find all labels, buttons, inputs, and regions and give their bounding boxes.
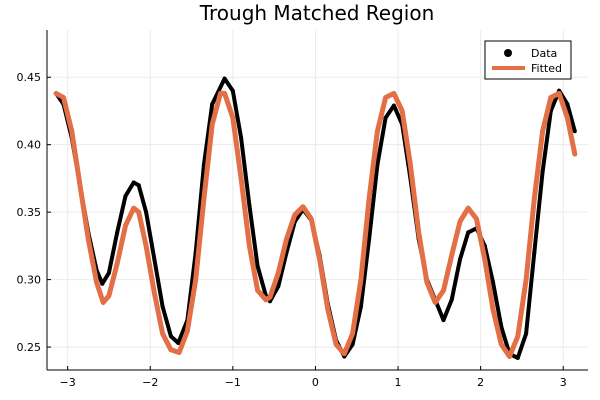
data-point [466, 230, 471, 235]
x-tick-label: 2 [477, 376, 484, 389]
x-tick-label: −2 [142, 376, 158, 389]
y-ticks: 0.25 0.30 0.35 0.40 0.45 [17, 71, 51, 354]
axes [46, 30, 588, 371]
data-point [458, 257, 462, 262]
data-point [136, 183, 141, 188]
data-point [367, 237, 372, 242]
data-point [160, 304, 165, 309]
y-tick-label: 0.25 [17, 341, 42, 354]
data-point [106, 270, 111, 275]
x-tick-label: 0 [312, 376, 319, 389]
data-point [572, 129, 577, 134]
data-point [201, 162, 206, 167]
data-series [53, 76, 578, 360]
data-point [524, 331, 529, 336]
fitted-line [53, 90, 578, 359]
data-point [176, 341, 181, 345]
y-tick-label: 0.40 [17, 139, 42, 152]
legend-marker-data [504, 49, 512, 57]
x-ticks: −3 −2 −1 0 1 2 3 [60, 366, 567, 389]
legend-label-data: Data [531, 47, 557, 60]
y-tick-label: 0.45 [17, 71, 42, 84]
data-point [210, 102, 215, 107]
legend-box [484, 40, 572, 80]
data-point [168, 334, 173, 339]
data-point [115, 230, 120, 235]
data-point [247, 203, 252, 208]
x-tick-label: 3 [560, 376, 567, 389]
data-point [383, 115, 388, 120]
data-point [499, 324, 504, 329]
data-point [491, 280, 495, 285]
data-point [152, 257, 157, 262]
data-point [532, 250, 537, 255]
data-point [222, 76, 227, 81]
data-point [100, 281, 105, 286]
data-point [144, 210, 149, 215]
data-point [515, 355, 520, 360]
data-point [131, 180, 136, 185]
data-point [239, 135, 244, 140]
plot-area [47, 30, 588, 370]
chart-title: Trough Matched Region [199, 1, 435, 25]
data-point [230, 88, 235, 93]
grid [47, 30, 588, 370]
data-point [375, 162, 380, 167]
data-point [540, 169, 545, 174]
x-tick-label: −3 [60, 376, 76, 389]
data-point [449, 297, 454, 302]
data-point [350, 342, 355, 347]
y-tick-label: 0.30 [17, 274, 42, 287]
data-point [358, 304, 363, 309]
data-point [255, 264, 260, 269]
legend: Data Fitted [484, 40, 572, 80]
x-tick-label: 1 [395, 376, 402, 389]
data-point [123, 194, 128, 198]
data-point [565, 102, 570, 107]
data-point [391, 103, 396, 108]
x-tick-label: −1 [225, 376, 241, 389]
y-tick-label: 0.35 [17, 206, 42, 219]
data-point [441, 318, 446, 323]
legend-label-fitted: Fitted [531, 62, 562, 75]
data-point [276, 284, 281, 289]
